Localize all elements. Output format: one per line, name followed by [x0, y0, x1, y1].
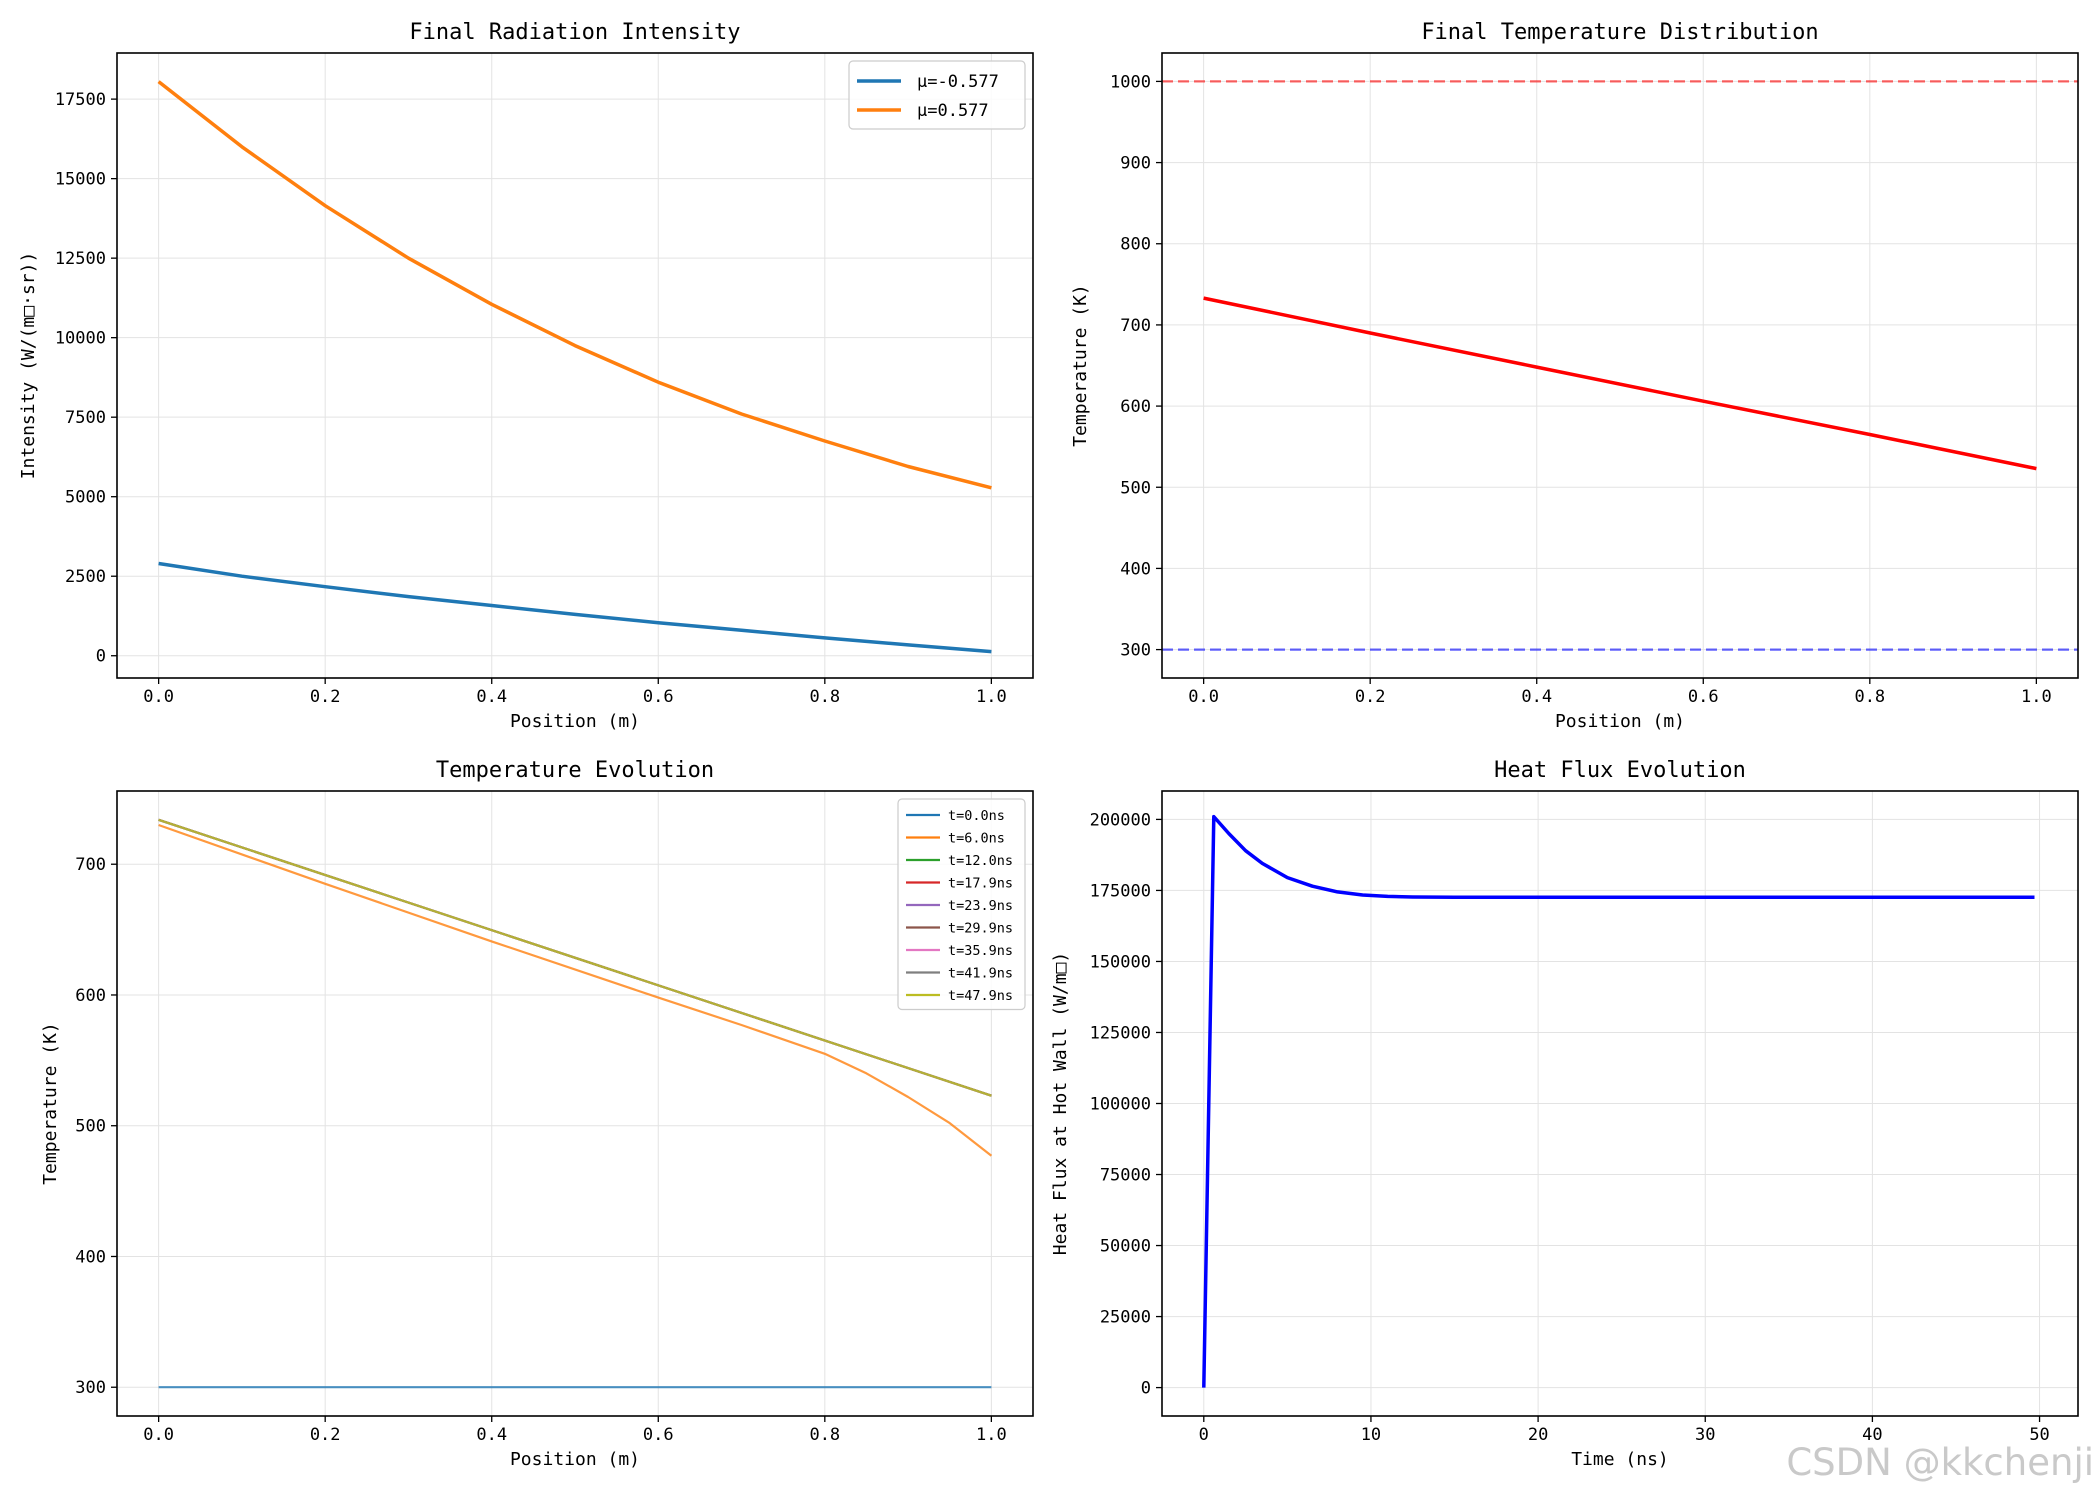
x-tick-label: 0.2	[310, 1425, 341, 1445]
chart-temperature-distribution: 0.0 0.2 0.4 0.6 0.8 1.0 300 400 500 600 700 800 900 1…	[1070, 20, 2079, 732]
y-tick-label: 75000	[1100, 1166, 1151, 1186]
y-axis-label: Temperature (K)	[40, 1022, 61, 1185]
x-tick-label: 0.8	[809, 1425, 840, 1445]
y-tick-label: 10000	[55, 329, 106, 349]
chart-heat-flux-evolution: 0 10 20 30 40 50 0 25000 50000 75000 100000 125000 1…	[1050, 758, 2079, 1470]
legend-label: t=17.9ns	[948, 876, 1013, 892]
legend-label: t=6.0ns	[948, 831, 1005, 847]
x-tick-label: 0.4	[1521, 687, 1552, 707]
y-tick-label: 0	[1141, 1379, 1151, 1399]
x-tick-label: 20	[1528, 1425, 1548, 1445]
x-tick-label: 0.0	[143, 687, 174, 707]
y-tick-label: 1000	[1110, 72, 1151, 92]
x-axis-label: Time (ns)	[1571, 1449, 1669, 1470]
y-tick-label: 175000	[1090, 881, 1151, 901]
x-tick-label: 40	[1862, 1425, 1882, 1445]
watermark: CSDN @kkchenji	[1786, 1441, 2094, 1484]
chart-title: Heat Flux Evolution	[1494, 758, 1746, 783]
y-tick-label: 50000	[1100, 1237, 1151, 1257]
x-tick-label: 0.2	[1355, 687, 1386, 707]
y-tick-label: 600	[1120, 397, 1151, 417]
x-tick-label: 1.0	[976, 687, 1007, 707]
x-axis-label: Position (m)	[1555, 711, 1685, 732]
y-tick-label: 0	[96, 647, 106, 667]
y-tick-label: 12500	[55, 249, 106, 269]
legend-label: t=41.9ns	[948, 966, 1013, 982]
y-tick-label: 300	[75, 1378, 106, 1398]
y-tick-label: 400	[75, 1247, 106, 1267]
x-tick-label: 0.4	[476, 687, 507, 707]
y-tick-label: 100000	[1090, 1095, 1151, 1115]
x-tick-label: 1.0	[976, 1425, 1007, 1445]
plot-frame	[1161, 52, 2079, 679]
x-tick-label: 0.6	[1688, 687, 1719, 707]
legend-label: μ=0.577	[917, 101, 989, 121]
series-line-1	[158, 561, 992, 654]
y-tick-label: 150000	[1090, 952, 1151, 972]
y-axis-label: Intensity (W/(m□·sr))	[18, 252, 39, 480]
x-tick-label: 0.4	[476, 1425, 507, 1445]
y-tick-label: 500	[75, 1117, 106, 1137]
y-axis-label: Heat Flux at Hot Wall (W/m□)	[1050, 952, 1071, 1255]
y-tick-label: 15000	[55, 170, 106, 190]
y-tick-label: 5000	[65, 488, 106, 508]
legend-box	[897, 798, 1026, 1011]
y-tick-label: 700	[75, 855, 106, 875]
chart-title: Temperature Evolution	[436, 758, 714, 783]
legend: t=0.0ns t=6.0ns t=12.0ns t=17.9ns t=23.9ns t=…	[897, 798, 1026, 1011]
y-tick-label: 200000	[1090, 810, 1151, 830]
x-axis-label: Position (m)	[510, 1449, 640, 1470]
x-tick-label: 0.6	[643, 1425, 674, 1445]
x-tick-label: 0.8	[1854, 687, 1885, 707]
legend-label: t=29.9ns	[948, 921, 1013, 937]
y-tick-label: 600	[75, 986, 106, 1006]
x-tick-label: 1.0	[2021, 687, 2052, 707]
legend-label: t=0.0ns	[948, 808, 1005, 824]
chart-title: Final Temperature Distribution	[1421, 20, 1818, 45]
legend-label: t=12.0ns	[948, 853, 1013, 869]
legend-label: t=47.9ns	[948, 988, 1013, 1004]
y-tick-label: 300	[1120, 641, 1151, 661]
x-tick-label: 0.0	[143, 1425, 174, 1445]
series-line-2	[157, 80, 992, 490]
x-tick-label: 30	[1695, 1425, 1715, 1445]
legend: μ=-0.577 μ=0.577	[848, 60, 1026, 130]
x-tick-label: 0.2	[310, 687, 341, 707]
y-tick-label: 17500	[55, 90, 106, 110]
x-tick-label: 0	[1199, 1425, 1209, 1445]
plot-frame	[116, 790, 1034, 1417]
y-tick-label: 125000	[1090, 1023, 1151, 1043]
legend-label: t=35.9ns	[948, 943, 1013, 959]
chart-title: Final Radiation Intensity	[409, 20, 740, 45]
series-line-2	[158, 823, 993, 1157]
legend-label: t=23.9ns	[948, 898, 1013, 914]
series-line-1	[1203, 296, 2037, 471]
y-tick-label: 25000	[1100, 1308, 1151, 1328]
x-tick-label: 0.8	[809, 687, 840, 707]
plot-frame	[116, 52, 1034, 679]
legend-box	[848, 60, 1026, 130]
series-line-9	[158, 818, 992, 1097]
x-tick-label: 0.0	[1188, 687, 1219, 707]
chart-temperature-evolution: 0.0 0.2 0.4 0.6 0.8 1.0 300 400 500 600 700 Tempera…	[40, 758, 1034, 1470]
y-tick-label: 800	[1120, 235, 1151, 255]
x-axis-label: Position (m)	[510, 711, 640, 732]
x-tick-label: 10	[1361, 1425, 1381, 1445]
y-tick-label: 7500	[65, 408, 106, 428]
series-line-1	[1202, 814, 2035, 1388]
legend-label: μ=-0.577	[917, 72, 999, 92]
chart-radiation-intensity: 0.0 0.2 0.4 0.6 0.8 1.0 0 2500 5000 7500 10000 1250…	[18, 20, 1034, 732]
x-tick-label: 50	[2029, 1425, 2049, 1445]
x-tick-label: 0.6	[643, 687, 674, 707]
y-tick-label: 2500	[65, 567, 106, 587]
y-tick-label: 700	[1120, 316, 1151, 336]
y-axis-label: Temperature (K)	[1070, 284, 1091, 447]
y-tick-label: 400	[1120, 559, 1151, 579]
y-tick-label: 500	[1120, 478, 1151, 498]
y-tick-label: 900	[1120, 154, 1151, 174]
